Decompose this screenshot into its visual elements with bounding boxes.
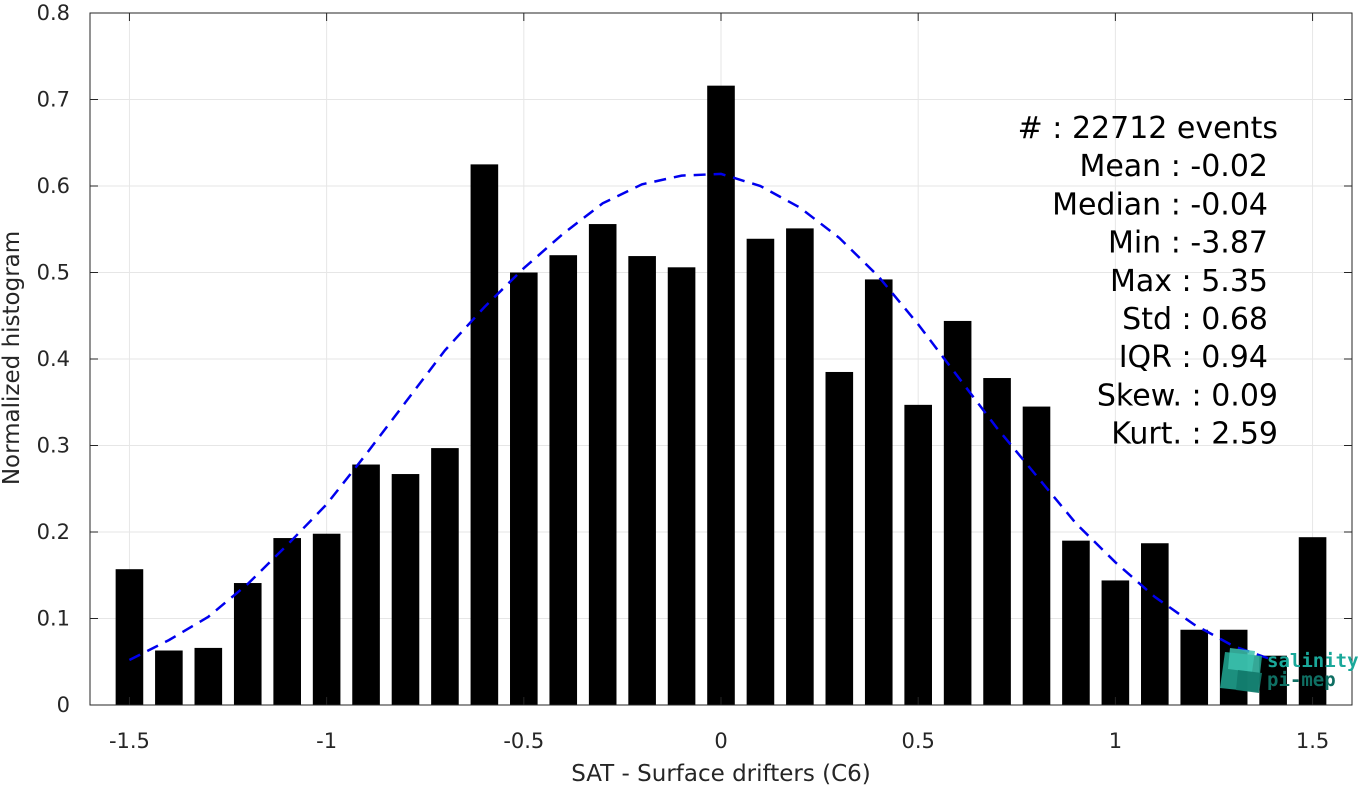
y-tick-label: 0	[57, 693, 70, 717]
histogram-bar	[233, 583, 262, 705]
histogram-bar	[115, 569, 144, 705]
logo-line1: salinity	[1267, 650, 1359, 672]
histogram-bar	[588, 224, 617, 705]
x-tick-label: 0.5	[901, 729, 934, 753]
logo-line2: pi-mep	[1267, 669, 1336, 691]
x-tick-label: -1	[316, 729, 337, 753]
histogram-bar	[864, 279, 893, 705]
histogram-bar	[510, 272, 538, 705]
stat-line: Max : 5.35	[1110, 264, 1268, 299]
histogram-bar	[746, 238, 775, 705]
x-tick-label: 0	[714, 729, 727, 753]
stat-line: Skew. : 0.09	[1097, 378, 1278, 413]
bars-layer	[115, 85, 1327, 705]
stat-line: Min : -3.87	[1108, 226, 1268, 261]
x-tick-label: 1	[1109, 729, 1122, 753]
y-tick-label: 0.3	[37, 434, 70, 458]
x-tick-label: 1.5	[1296, 729, 1329, 753]
histogram-bar	[1141, 543, 1169, 705]
y-tick-label: 0.6	[37, 174, 70, 198]
histogram-bar	[628, 256, 656, 705]
stat-line: Std : 0.68	[1122, 302, 1268, 337]
histogram-bar	[1062, 540, 1090, 705]
gaussian-fit-curve	[128, 172, 1274, 662]
histogram-bar	[786, 228, 814, 705]
y-tick-label: 0.2	[37, 520, 70, 544]
histogram-bar	[549, 255, 578, 705]
histogram-bar	[155, 650, 183, 705]
salinity-pi-mep-logo: salinity pi-mep	[1220, 648, 1359, 693]
histogram-bar	[983, 378, 1011, 705]
y-tick-label: 0.7	[37, 88, 70, 112]
histogram-bar	[1298, 537, 1327, 705]
histogram-bar	[943, 320, 972, 705]
stat-line: Mean : -0.02	[1079, 149, 1268, 184]
histogram-bar	[707, 85, 735, 705]
stat-line: Median : -0.04	[1052, 187, 1268, 222]
stat-line: # : 22712 events	[1018, 111, 1278, 146]
histogram-bar	[667, 267, 696, 705]
histogram-bar	[352, 464, 380, 705]
histogram-bar	[431, 448, 459, 705]
logo-cube-icon	[1220, 648, 1262, 693]
y-tick-label: 0.4	[37, 347, 70, 371]
histogram-bar	[391, 474, 420, 705]
y-tick-label: 0.8	[37, 1, 70, 25]
x-tick-label: -0.5	[503, 729, 544, 753]
stat-line: IQR : 0.94	[1119, 340, 1268, 375]
x-tick-label: -1.5	[109, 729, 150, 753]
y-tick-labels: 0 0.1 0.2 0.3 0.4 0.5 0.6 0.7 0.8	[37, 1, 70, 717]
stat-line: Kurt. : 2.59	[1111, 417, 1278, 452]
histogram-bar	[904, 404, 932, 705]
histogram-bar	[273, 538, 301, 705]
histogram-bar	[1101, 580, 1130, 705]
y-tick-label: 0.1	[37, 607, 70, 631]
histogram-bar	[312, 533, 341, 705]
histogram-bar	[194, 647, 223, 705]
histogram-bar	[470, 164, 499, 705]
histogram-bar	[1180, 629, 1209, 705]
x-axis-label: SAT - Surface drifters (C6)	[571, 761, 871, 785]
ticks-layer	[90, 12, 1352, 706]
x-tick-labels: -1.5 -1 -0.5 0 0.5 1 1.5	[109, 729, 1329, 753]
histogram-bar	[1022, 406, 1051, 705]
y-axis-label: Normalized histogram	[0, 231, 25, 485]
histogram-bar	[825, 371, 854, 705]
y-tick-label: 0.5	[37, 261, 70, 285]
histogram-bar	[1259, 655, 1287, 705]
